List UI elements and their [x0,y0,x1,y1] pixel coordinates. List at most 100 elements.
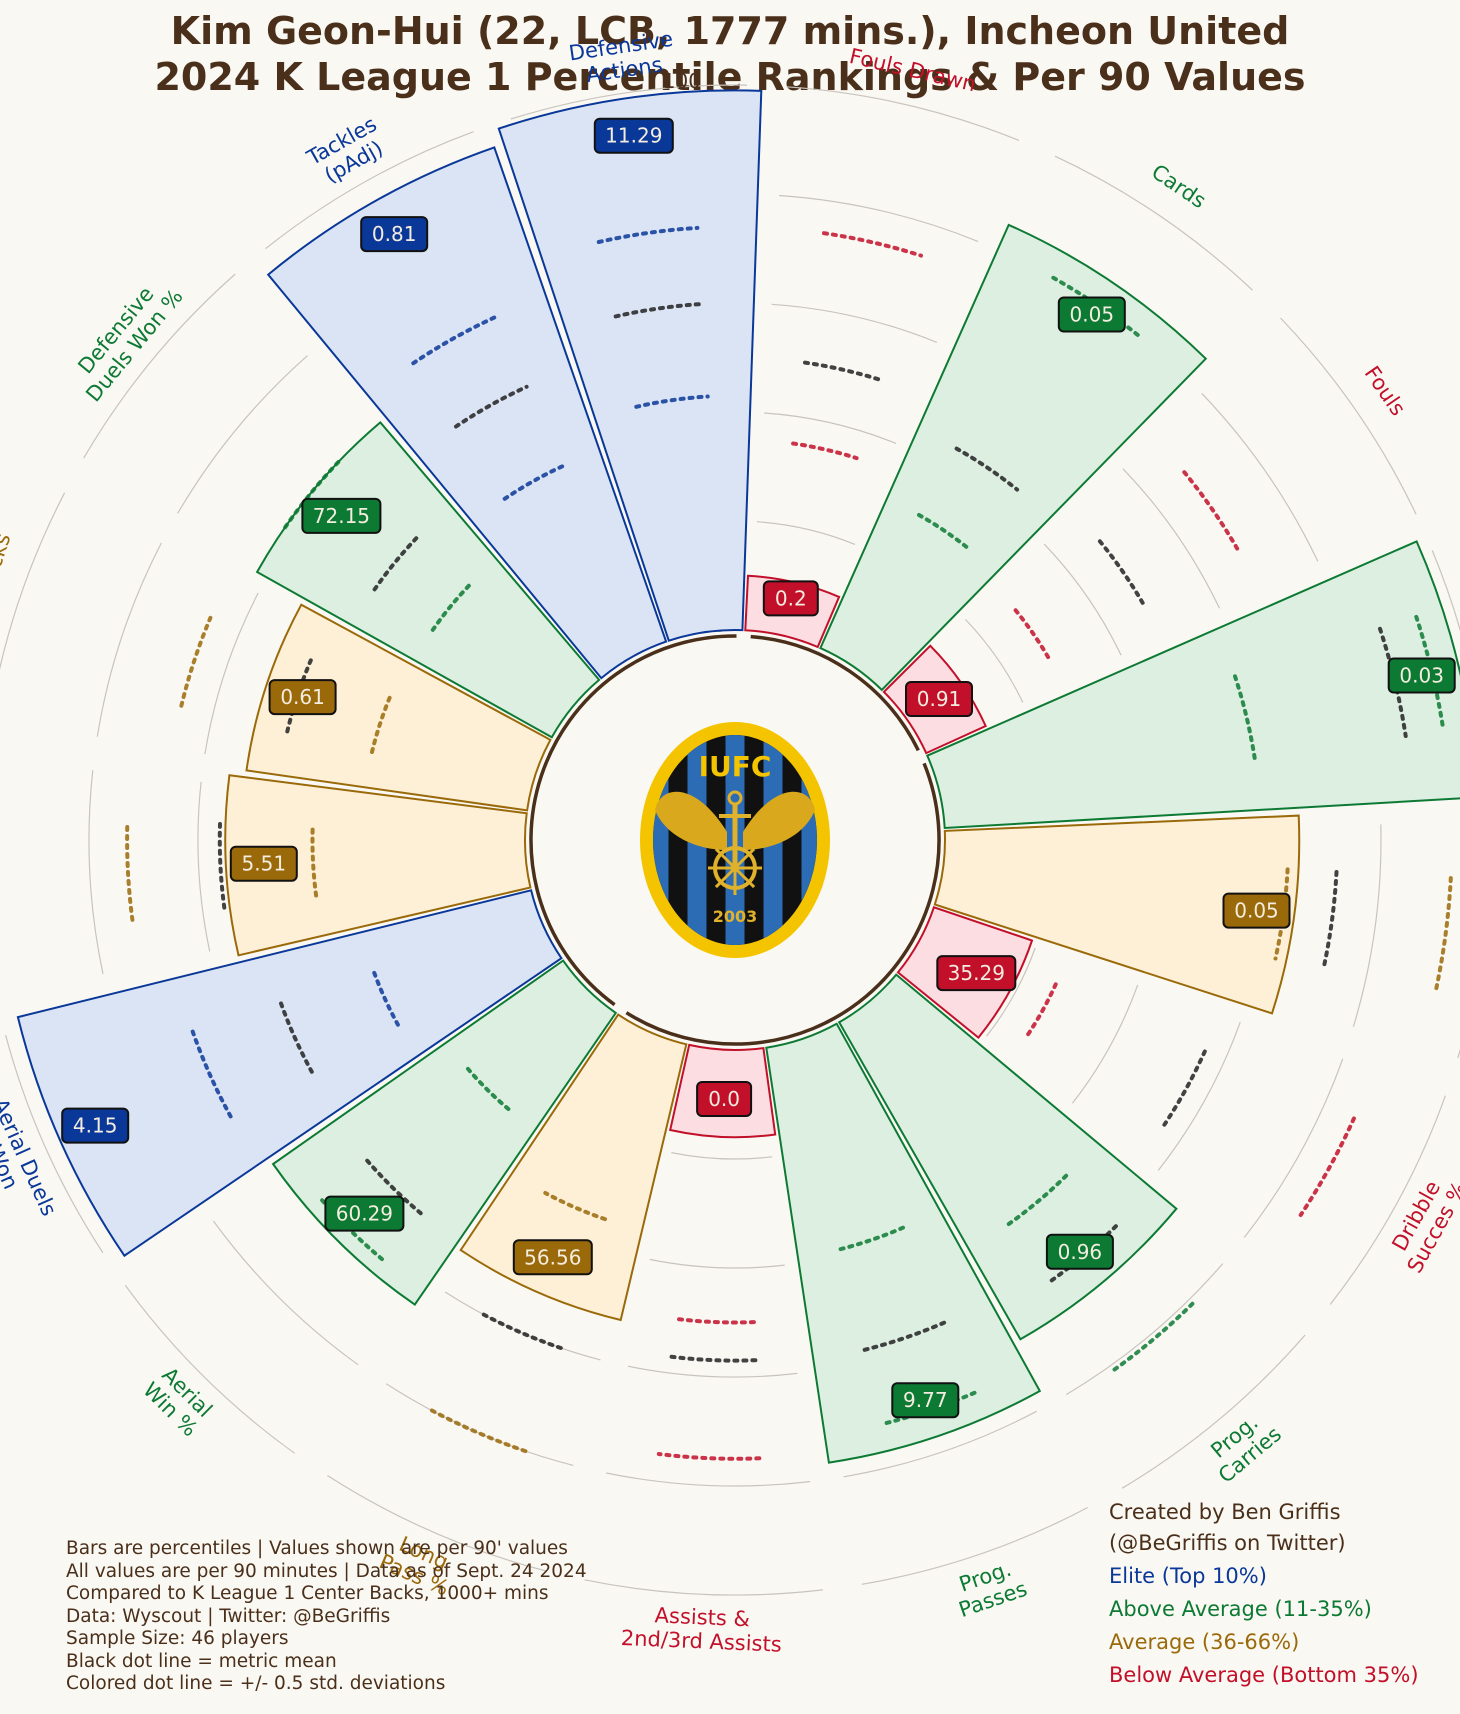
group-arc [750,634,920,752]
mean-line [803,360,884,383]
footnote-line: Colored dot line = +/- 0.5 std. deviatio… [66,1673,446,1694]
bar-tackles-padj- [266,146,668,680]
std-dev-low-line [1026,982,1058,1037]
std-dev-low-line [1005,1173,1069,1227]
gridline [627,1365,798,1378]
value-label: 0.03 [1399,664,1444,688]
mean-line [668,1354,758,1363]
value-badge-box [1387,657,1456,694]
credit-and-legend: Created by Ben Griffis (@BeGriffis on Tw… [1109,1497,1419,1691]
std-dev-low-line [791,441,859,461]
metric-label: Assists &2nd/3rd Assists [620,1603,782,1657]
value-badge-box [1057,296,1126,333]
gridline [771,303,938,343]
std-dev-high-line [656,1452,762,1461]
gridline [584,1579,823,1596]
value-badge-box [891,1382,960,1419]
gridline [83,273,236,459]
bar-shot-blocks [245,603,552,812]
value-badge-box [512,1239,593,1276]
value-badge-box [301,497,382,534]
std-dev-high-line [822,231,923,258]
mean-line [861,1320,947,1353]
gridline [124,1284,296,1454]
value-badge: 0.61 [268,679,337,716]
std-dev-low-line [634,394,710,409]
gridline [1280,317,1417,515]
value-badge: 72.15 [301,497,382,534]
radial-tick-label: 100 [663,69,701,93]
value-badge-box [762,580,819,617]
gridline [88,770,104,975]
bar-aerial-duels-won [16,889,563,1258]
value-label: 0.61 [280,685,325,709]
mean-line [1162,1049,1207,1127]
value-badge-box [360,216,429,253]
mean-line [613,302,705,319]
value-badge-box [593,117,674,154]
gridline [1243,1058,1344,1238]
gridline [843,1410,1038,1478]
gridline [1157,1021,1241,1171]
std-dev-low-line [1233,674,1257,762]
bar-prog-passes [765,1022,1042,1464]
metric-label-text: 2nd/3rd Assists [620,1626,782,1657]
gridline [756,521,856,545]
mean-line [372,532,422,592]
footnote-line: Sample Size: 46 players [66,1628,289,1649]
std-dev-high-line [1433,876,1453,996]
credit-line: (@BeGriffis on Twitter) [1109,1531,1346,1555]
value-label: 11.29 [605,124,662,148]
value-label: 0.0 [708,1087,740,1111]
std-dev-high-line [1182,470,1240,552]
gridline [5,1034,104,1254]
std-dev-high-line [190,1029,233,1119]
value-badge: 56.56 [512,1239,593,1276]
wheel-spoke [733,847,756,870]
value-badge-box [229,845,298,882]
legend-average: Average (36-66%) [1109,1630,1300,1654]
value-badge: 0.91 [905,681,973,717]
value-badge: 4.15 [61,1107,130,1144]
value-badge-box [1222,892,1291,929]
gridline [779,194,979,242]
gridline [1201,392,1319,562]
std-dev-low-line [836,1225,905,1252]
chart-title-line1: Kim Geon-Hui (22, LCB, 1777 mins.), Inch… [170,9,1290,53]
gridline [965,619,1024,703]
value-badge: 0.05 [1222,892,1291,929]
value-badge-box [324,1195,405,1232]
gridline [1054,155,1253,291]
std-dev-low-line [543,1191,607,1222]
value-label: 56.56 [524,1245,581,1269]
gridline [606,1472,811,1487]
legend-below-average: Below Average (Bottom 35%) [1109,1663,1419,1687]
wheel-spoke [733,866,756,889]
wheel-spoke [714,866,737,889]
footnotes: Bars are percentiles | Values shown are … [66,1538,587,1696]
mean-line [277,998,314,1074]
value-label: 4.15 [73,1114,118,1138]
gridline [861,1506,1088,1585]
std-dev-low-line [673,1316,756,1325]
group-arcs [529,634,941,1046]
std-dev-low-line [1013,608,1052,661]
std-dev-high-line [283,456,344,530]
gridline [649,1258,785,1269]
gridline [327,1474,547,1572]
value-badge-box [905,681,973,717]
value-badge: 0.0 [696,1081,753,1117]
metric-label: Fouls [1360,362,1411,420]
value-label: 35.29 [948,961,1005,985]
value-label: 0.2 [775,586,807,610]
value-badge-box [61,1107,130,1144]
value-badge: 0.96 [1045,1233,1114,1270]
value-badge: 0.81 [360,216,429,253]
bar-expected-assists [925,540,1460,830]
logo-year: 2003 [713,907,758,926]
metric-label-text: Cards [1147,160,1210,214]
std-dev-high-line [411,315,497,366]
